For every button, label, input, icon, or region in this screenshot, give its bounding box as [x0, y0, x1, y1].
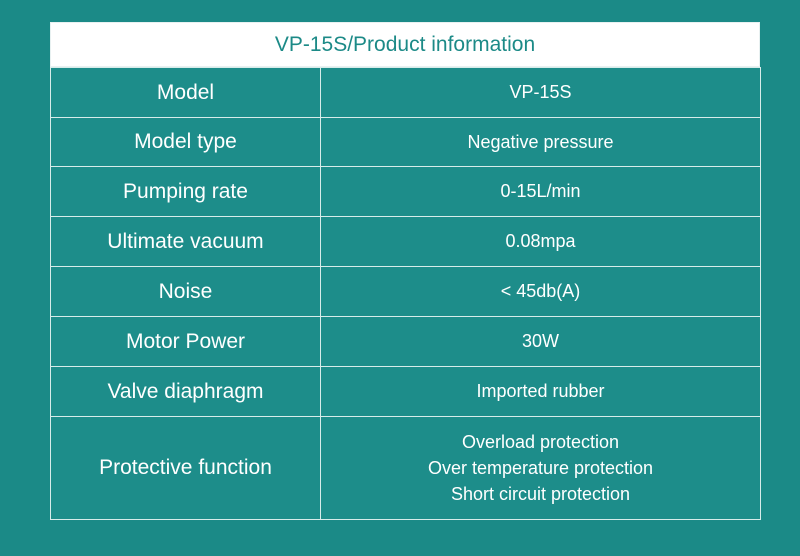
- row-label-pumping-rate: Pumping rate: [50, 166, 321, 217]
- row-value-ultimate-vacuum: 0.08mpa: [320, 216, 761, 267]
- row-value-protective-function: Overload protection Over temperature pro…: [320, 416, 761, 520]
- table-row-ultimate-vacuum: Ultimate vacuum 0.08mpa: [50, 216, 761, 267]
- row-label-model-type: Model type: [50, 117, 321, 167]
- table-row-noise: Noise < 45db(A): [50, 266, 761, 317]
- row-label-ultimate-vacuum: Ultimate vacuum: [50, 216, 321, 267]
- row-value-motor-power: 30W: [320, 316, 761, 367]
- table-row-model: Model VP-15S: [50, 67, 761, 118]
- protection-item: Short circuit protection: [450, 484, 631, 504]
- table-row-pumping-rate: Pumping rate 0-15L/min: [50, 166, 761, 217]
- row-value-noise: < 45db(A): [320, 266, 761, 317]
- table-row-motor-power: Motor Power 30W: [50, 316, 761, 367]
- row-label-noise: Noise: [50, 266, 321, 317]
- table-row-model-type: Model type Negative pressure: [50, 117, 761, 167]
- row-value-pumping-rate: 0-15L/min: [320, 166, 761, 217]
- protection-item: Over temperature protection: [427, 458, 654, 478]
- table-title: VP-15S/Product information: [50, 22, 760, 67]
- row-label-protective-function: Protective function: [50, 416, 321, 520]
- row-label-valve-diaphragm: Valve diaphragm: [50, 366, 321, 417]
- row-label-motor-power: Motor Power: [50, 316, 321, 367]
- product-spec-table: Model VP-15S Model type Negative pressur…: [50, 67, 761, 520]
- row-value-model-type: Negative pressure: [320, 117, 761, 167]
- protection-item: Overload protection: [461, 432, 620, 452]
- table-row-protective-function: Protective function Overload protection …: [50, 416, 761, 520]
- row-value-valve-diaphragm: Imported rubber: [320, 366, 761, 417]
- row-label-model: Model: [50, 67, 321, 118]
- row-value-model: VP-15S: [320, 67, 761, 118]
- table-row-valve-diaphragm: Valve diaphragm Imported rubber: [50, 366, 761, 417]
